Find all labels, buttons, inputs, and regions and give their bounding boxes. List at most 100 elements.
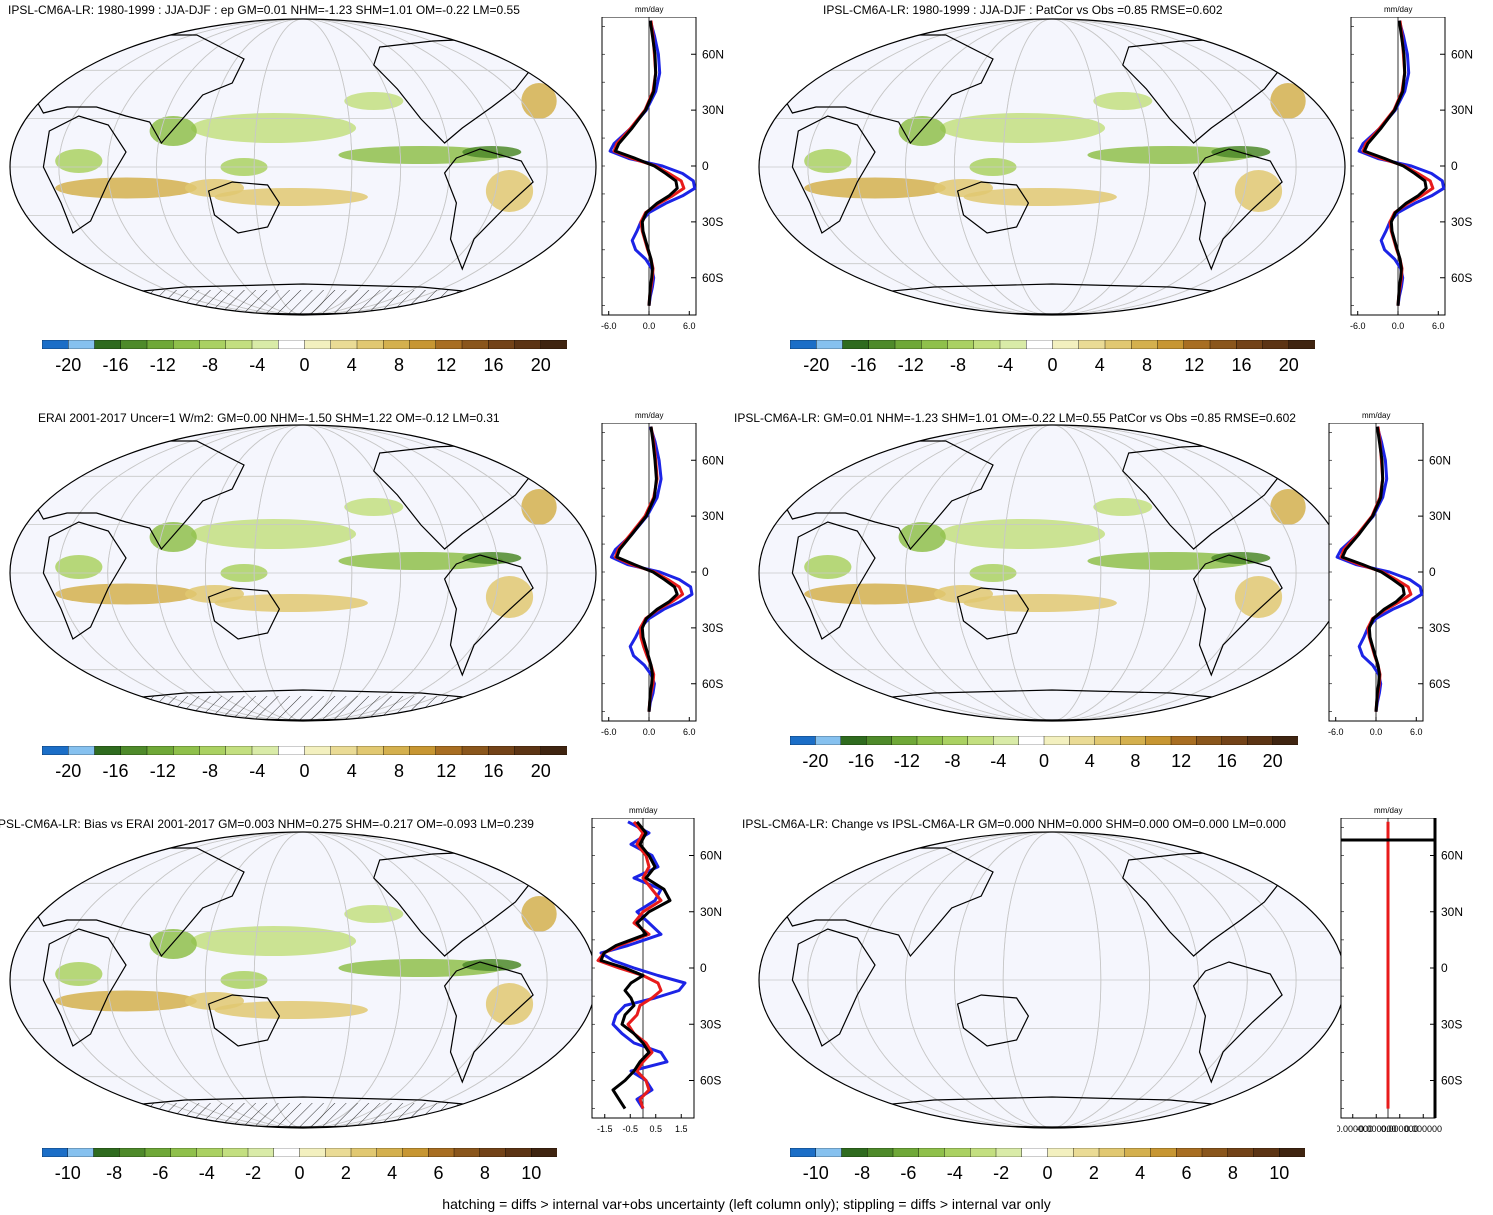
precip-region: [521, 489, 557, 525]
zonal-mean-plot: 60N 30N 0 30S 60S -1.5 -0.5 0.5 1.5: [588, 818, 736, 1148]
zonal-unit-label: mm/day: [635, 411, 664, 420]
colorbar-swatch: [1021, 1148, 1049, 1157]
colorbar-label: 20: [530, 761, 551, 781]
map: [757, 423, 1347, 723]
coastline-samerica: [443, 961, 534, 1084]
colorbar-label: 10: [1269, 1163, 1290, 1183]
colorbar-swatch: [1196, 736, 1223, 745]
colorbar-label: 8: [1227, 1163, 1238, 1183]
lat-tick-label: 60N: [700, 849, 722, 863]
colorbar-swatch: [383, 746, 411, 755]
colorbar-swatch: [488, 340, 516, 349]
colorbar-label: 16: [483, 761, 504, 781]
lat-tick-label: 60S: [702, 677, 723, 691]
colorbar-swatch: [119, 1148, 146, 1157]
lat-tick-label: 0: [700, 961, 707, 975]
longitude-gridline: [253, 19, 353, 315]
x-tick-label: 6.0: [1410, 727, 1423, 737]
longitude-gridline: [58, 832, 548, 1128]
lat-tick-label: 30N: [700, 905, 722, 919]
colorbar-label: -4: [198, 1163, 215, 1183]
colorbar-swatch: [944, 1148, 971, 1157]
coastline-samerica: [1192, 961, 1283, 1084]
colorbar-swatch: [790, 340, 817, 349]
map: [8, 423, 598, 723]
lat-tick-label: 30S: [1429, 621, 1450, 635]
longitude-gridline: [856, 19, 1248, 315]
colorbar-swatch: [1157, 340, 1185, 349]
colorbar-swatch: [967, 736, 994, 745]
coastline-africa: [791, 521, 876, 640]
hatching-region: [78, 290, 528, 315]
x-tick-label: 0.0: [1370, 727, 1383, 737]
colorbar-label: -6: [152, 1163, 169, 1183]
map: [8, 830, 598, 1130]
colorbar-label: 4: [1094, 355, 1105, 375]
x-tick-label: 6.0: [1432, 321, 1445, 331]
colorbar-swatch: [402, 1148, 429, 1157]
colorbar-swatch: [330, 340, 358, 349]
colorbar-swatch: [1183, 340, 1211, 349]
colorbar-swatch: [225, 340, 253, 349]
coastline-australia: [207, 181, 281, 234]
lat-tick-label: 30S: [1451, 215, 1472, 229]
zonal-series-line: [615, 426, 679, 712]
zonal-mean-plot: 60N 30N 0 30S 60S -6.0 0.0 6.0: [598, 17, 738, 345]
colorbar-swatch: [891, 736, 918, 745]
colorbar-label: 0: [299, 355, 310, 375]
panel-title: IPSL-CM6A-LR: 1980-1999 : JJA-DJF : PatC…: [823, 3, 1223, 17]
colorbar-swatch: [304, 746, 332, 755]
colorbar-label: 0: [294, 1163, 305, 1183]
precip-region: [939, 113, 1106, 143]
colorbar-label: -12: [149, 761, 176, 781]
colorbar-swatch: [540, 340, 567, 349]
x-tick-label: 1.5: [675, 1124, 688, 1134]
longitude-gridline: [1002, 19, 1102, 315]
x-tick-label: 0.000000: [1381, 1124, 1419, 1134]
lat-tick-label: 30N: [1429, 509, 1451, 523]
colorbar-swatch: [992, 736, 1020, 745]
lat-tick-label: 60N: [1451, 47, 1473, 61]
zonal-unit-label: mm/day: [1384, 5, 1413, 14]
coastline-africa: [42, 521, 127, 640]
lat-tick-label: 30S: [702, 215, 723, 229]
precip-region: [55, 177, 197, 199]
colorbar-swatch: [1262, 340, 1290, 349]
precip-region: [804, 177, 946, 199]
map-border: [9, 18, 597, 316]
precip-region: [214, 594, 368, 612]
colorbar-label: -10: [802, 1163, 829, 1183]
colorbar-swatch: [42, 1148, 69, 1157]
colorbar-swatch: [514, 746, 542, 755]
coastline-samerica: [443, 148, 534, 271]
colorbar-swatch: [1094, 736, 1121, 745]
colorbar-swatch: [247, 1148, 275, 1157]
longitude-gridline: [107, 832, 499, 1128]
panel-title: IPSL-CM6A-LR: 1980-1999 : JJA-DJF : ep G…: [8, 3, 520, 17]
colorbar-swatch: [222, 1148, 249, 1157]
precip-region: [1093, 92, 1153, 110]
colorbar-swatch: [841, 1148, 868, 1157]
colorbar-swatch: [225, 746, 253, 755]
precip-region: [1234, 170, 1283, 212]
colorbar-swatch: [251, 340, 279, 349]
colorbar-label: -8: [944, 751, 961, 771]
precip-region: [485, 983, 534, 1025]
colorbar-swatch: [356, 340, 384, 349]
longitude-gridline: [953, 19, 1151, 315]
precip-region: [149, 929, 197, 959]
colorbar-swatch: [790, 1148, 817, 1157]
colorbar-label: -8: [201, 761, 218, 781]
colorbar-swatch: [840, 736, 867, 745]
precip-region: [149, 522, 197, 552]
colorbar-swatch: [867, 1148, 894, 1157]
colorbar-swatch: [199, 340, 227, 349]
precip-region: [939, 519, 1106, 549]
colorbar-swatch: [120, 746, 148, 755]
colorbar: [42, 340, 567, 349]
longitude-gridline: [204, 832, 402, 1128]
colorbar-label: -2: [993, 1163, 1010, 1183]
lat-tick-label: 0: [1441, 961, 1448, 975]
longitude-gridline: [856, 832, 1248, 1128]
colorbar-swatch: [815, 1148, 843, 1157]
